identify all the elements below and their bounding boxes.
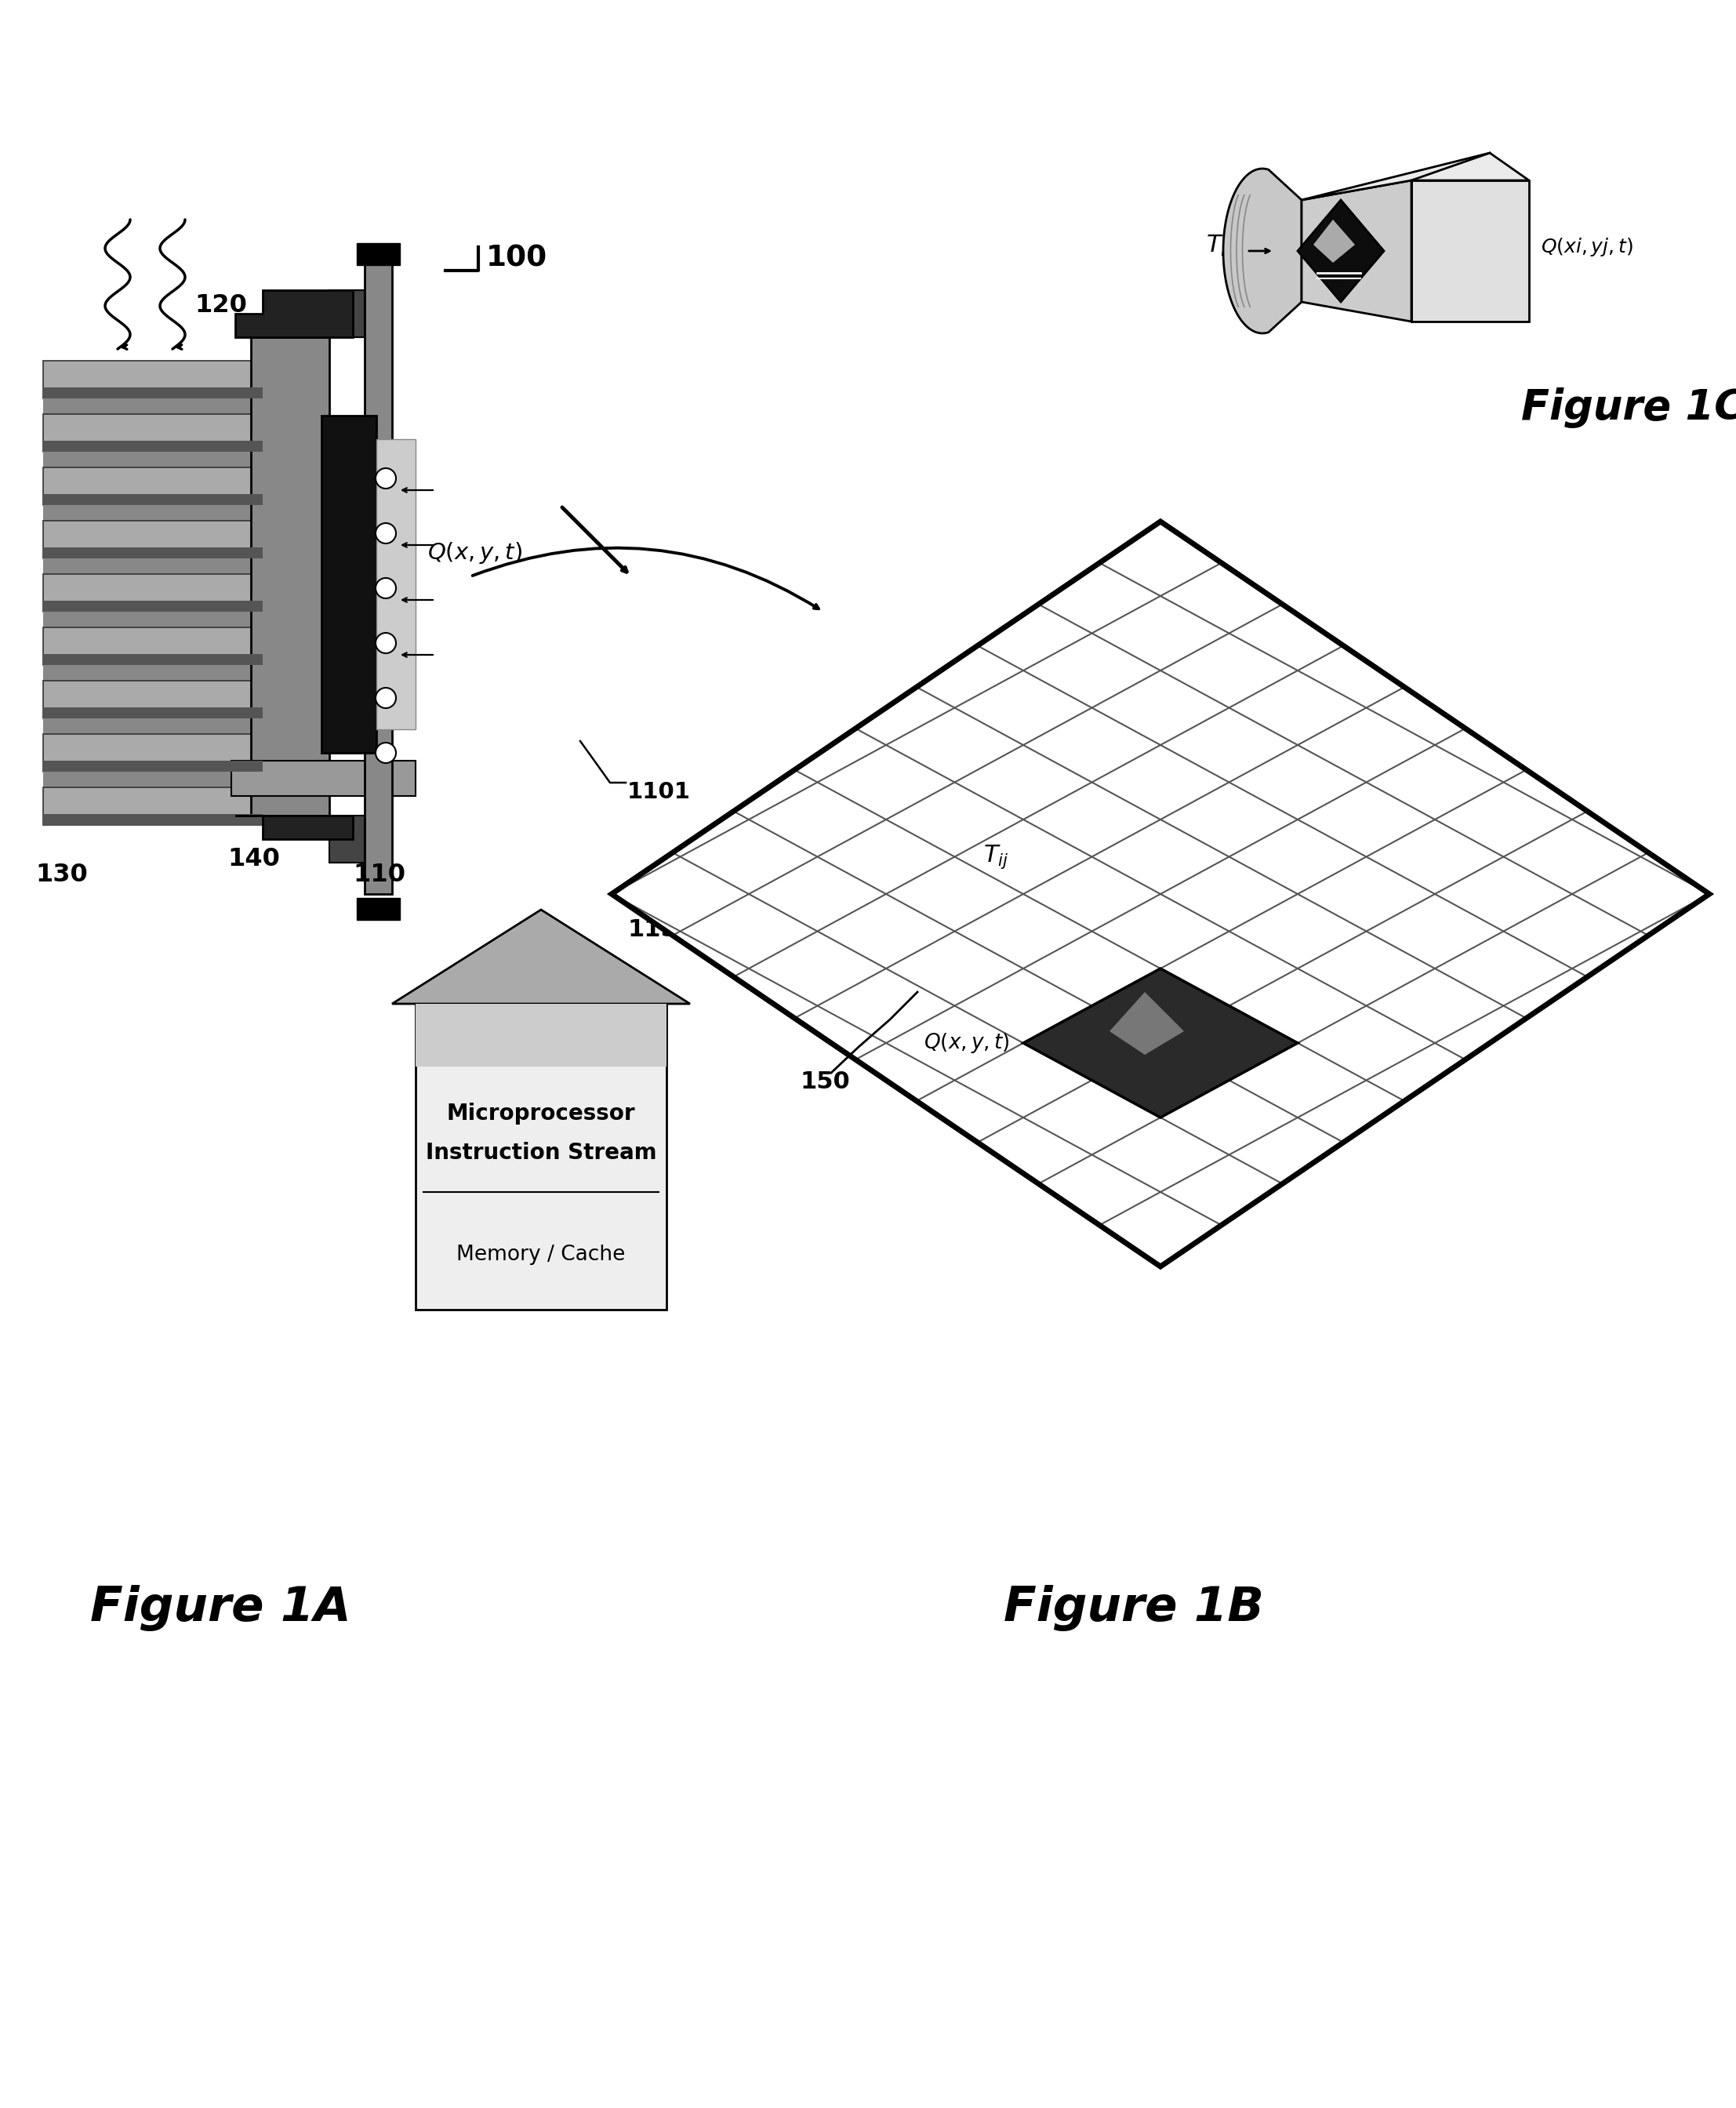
Bar <box>330 291 365 337</box>
Bar <box>43 441 262 451</box>
Polygon shape <box>1302 181 1411 323</box>
Bar <box>321 415 377 753</box>
Bar <box>43 719 262 734</box>
Polygon shape <box>1109 993 1184 1054</box>
Polygon shape <box>1023 968 1299 1117</box>
Bar <box>43 601 262 611</box>
Bar <box>415 1003 667 1067</box>
Polygon shape <box>1299 200 1384 301</box>
Text: 1101: 1101 <box>627 782 691 803</box>
Bar <box>43 413 262 451</box>
Text: $T_{ij}$: $T_{ij}$ <box>983 843 1009 871</box>
Text: Figure 1B: Figure 1B <box>1003 1585 1264 1632</box>
Bar <box>43 611 262 628</box>
Text: 110: 110 <box>352 862 406 887</box>
Text: Figure 1C: Figure 1C <box>1521 388 1736 428</box>
Bar <box>43 708 262 719</box>
Polygon shape <box>1224 169 1302 333</box>
Polygon shape <box>236 816 352 839</box>
Bar <box>43 788 262 824</box>
Polygon shape <box>1302 154 1529 200</box>
Bar <box>43 521 262 559</box>
Bar <box>43 506 262 521</box>
Bar <box>43 628 262 664</box>
Bar <box>415 1003 667 1309</box>
Bar <box>358 242 399 266</box>
Text: $T_{ij}$: $T_{ij}$ <box>1205 234 1231 261</box>
Polygon shape <box>611 521 1710 1267</box>
Bar <box>43 573 262 611</box>
Bar <box>43 664 262 681</box>
Text: $Q(x,y,t)$: $Q(x,y,t)$ <box>427 540 523 565</box>
Circle shape <box>375 468 396 489</box>
Polygon shape <box>1314 219 1354 264</box>
Bar <box>358 898 399 919</box>
Circle shape <box>375 632 396 653</box>
Bar <box>43 548 262 559</box>
Bar <box>330 816 365 862</box>
Bar <box>252 337 330 816</box>
Text: 150: 150 <box>800 1071 849 1094</box>
Bar <box>43 734 262 772</box>
Bar <box>43 772 262 788</box>
Text: 115: 115 <box>627 917 677 940</box>
Text: 130: 130 <box>35 862 87 887</box>
Bar <box>43 468 262 506</box>
Bar <box>43 398 262 413</box>
Bar <box>43 360 262 398</box>
Circle shape <box>375 578 396 599</box>
Text: 140: 140 <box>227 847 279 871</box>
Bar <box>43 451 262 468</box>
Circle shape <box>375 687 396 708</box>
Bar <box>43 681 262 719</box>
Text: $Q(xi,yj,t)$: $Q(xi,yj,t)$ <box>1542 236 1634 257</box>
Polygon shape <box>392 911 689 1003</box>
Bar <box>231 761 415 797</box>
Bar <box>43 388 262 398</box>
Bar <box>365 259 392 894</box>
Polygon shape <box>236 291 352 337</box>
Polygon shape <box>1411 181 1529 323</box>
Bar <box>43 814 262 824</box>
Circle shape <box>375 742 396 763</box>
Text: Microprocessor: Microprocessor <box>446 1102 635 1124</box>
Text: 120: 120 <box>194 293 247 318</box>
Text: Memory / Cache: Memory / Cache <box>457 1244 625 1265</box>
Bar <box>43 653 262 664</box>
Bar <box>43 493 262 506</box>
Text: Figure 1A: Figure 1A <box>90 1585 351 1632</box>
Text: 100: 100 <box>486 245 547 272</box>
Text: $Q(x,y,t)$: $Q(x,y,t)$ <box>924 1031 1010 1054</box>
Bar <box>43 761 262 772</box>
Text: Instruction Stream: Instruction Stream <box>425 1143 656 1164</box>
Bar <box>377 438 415 729</box>
Circle shape <box>375 523 396 544</box>
Bar <box>43 559 262 573</box>
